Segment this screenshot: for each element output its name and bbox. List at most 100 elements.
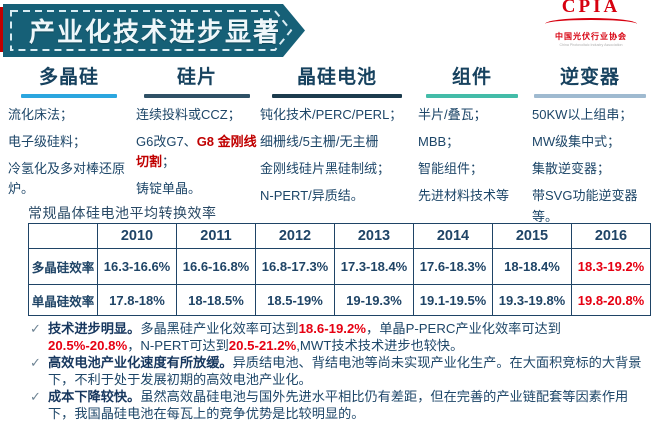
column-line-text: G6改G7、 <box>136 134 197 150</box>
efficiency-cell: 18.5-19% <box>255 284 335 316</box>
efficiency-cell-highlight: 18.3-19.2% <box>571 248 651 285</box>
column-line: MW级集中式； <box>532 134 621 150</box>
column-line: 带SVG功能逆变器等。 <box>532 188 638 224</box>
bullet-text: 成本下降较快。虽然高效晶硅电池与国外先进水平相比仍有差距，但在完善的产业链配套等… <box>48 389 644 422</box>
efficiency-cell: 16.8-17.3% <box>255 248 335 285</box>
year-header: 2011 <box>176 223 256 249</box>
column-line: 冷氢化及多对棒还原炉。 <box>8 161 126 197</box>
efficiency-cell: 19-19.3% <box>334 284 414 316</box>
logo-text: CPIA <box>561 0 621 17</box>
logo-org-name: 中国光伏行业协会 <box>555 32 627 41</box>
year-header: 2015 <box>492 223 572 249</box>
efficiency-cell: 17.6-18.3% <box>413 248 493 285</box>
efficiency-cell-highlight: 19.8-20.8% <box>571 284 651 316</box>
bullet-segment: ,MWT技术技术进步也较快。 <box>296 337 464 353</box>
bullet-segment: 虽然高效晶硅电池与国外先进水平相比仍有差距，但在完善的产业链配套等因素作用下，我… <box>48 389 629 421</box>
column-line: 连续投料或CCZ； <box>136 107 241 122</box>
column-line-text: ； <box>162 154 176 170</box>
column-underline <box>21 94 117 98</box>
column-line: N-PERT/异质结。 <box>260 188 364 204</box>
bullet-segment: ，N-PERT可达到 <box>127 337 229 353</box>
column-title: 逆变器 <box>559 67 620 88</box>
bullet-lead: 成本下降较快。 <box>48 389 141 404</box>
bullet-lead: 高效电池产业化速度有所放缓。 <box>48 355 233 370</box>
efficiency-cell: 17.8-18% <box>97 284 177 316</box>
table-header-row: 2010 2011 2012 2013 2014 2015 2016 <box>28 223 651 249</box>
column-line: 半片/叠瓦； <box>418 107 487 122</box>
bullet-item: ✓ 成本下降较快。虽然高效晶硅电池与国外先进水平相比仍有差距，但在完善的产业链配… <box>30 389 644 422</box>
efficiency-cell: 18-18.5% <box>176 284 256 316</box>
column-line: 流化床法； <box>8 107 74 122</box>
column-underline <box>426 94 518 98</box>
summary-bullets: ✓ 技术进步明显。多晶黑硅产业化效率可达到18.6-19.2%，单晶P-PERC… <box>30 321 644 423</box>
column-line: 钝化技术/PERC/PERL； <box>260 107 403 122</box>
column-line: MBB； <box>418 134 460 150</box>
bullet-text: 高效电池产业化速度有所放缓。异质结电池、背结电池等尚未实现产业化生产。在大面积竞… <box>48 355 644 388</box>
column-title: 硅片 <box>176 67 217 88</box>
column-line: 先进材料技术等 <box>418 188 510 204</box>
tech-column-cell: 晶硅电池 钝化技术/PERC/PERL； 细栅线/5主栅/无主栅 金刚线硅片黑硅… <box>260 62 414 214</box>
efficiency-cell: 16.6-16.8% <box>176 248 256 285</box>
efficiency-cell: 17.3-18.4% <box>334 248 414 285</box>
bullet-text: 技术进步明显。多晶黑硅产业化效率可达到18.6-19.2%，单晶P-PERC产业… <box>48 321 644 354</box>
check-icon: ✓ <box>30 389 41 404</box>
tech-column-inverter: 逆变器 50KW以上组串； MW级集中式； 集散逆变器； 带SVG功能逆变器等。 <box>532 62 648 234</box>
bullet-lead: 技术进步明显。 <box>48 321 141 336</box>
row-label: 单晶硅效率 <box>28 284 98 316</box>
column-line: 智能组件； <box>418 161 484 177</box>
column-line: 铸锭单晶。 <box>136 181 202 197</box>
bullet-segment: 多晶黑硅产业化效率可达到 <box>140 321 299 336</box>
bullet-segment: ，单晶P-PERC产业化效率可达到 <box>366 321 561 336</box>
column-underline <box>272 94 402 98</box>
banner-ribbon-shape <box>3 4 305 57</box>
column-line: 电子级硅料； <box>8 134 87 150</box>
year-header: 2013 <box>334 223 414 249</box>
column-underline <box>534 94 646 98</box>
column-title: 组件 <box>451 67 492 88</box>
logo-arc-icon <box>545 18 637 30</box>
efficiency-cell: 18-18.4% <box>492 248 572 285</box>
column-line: 50KW以上组串； <box>532 107 633 122</box>
logo-org-subtext: China Photovoltaic Industry Association <box>559 42 623 47</box>
tech-column-wafer: 硅片 连续投料或CCZ； G6改G7、G8 金刚线切割； 铸锭单晶。 <box>136 62 258 207</box>
column-line-highlight: G8 金刚线切割 <box>136 134 257 170</box>
efficiency-cell: 16.3-16.6% <box>97 248 177 285</box>
check-icon: ✓ <box>30 321 41 336</box>
bullet-highlight: 20.5-21.2% <box>228 337 297 353</box>
page-title: 产业化技术进步显著 <box>29 17 282 47</box>
column-body: 钝化技术/PERC/PERL； 细栅线/5主栅/无主栅 金刚线硅片黑硅制绒； N… <box>260 105 414 207</box>
efficiency-table: 2010 2011 2012 2013 2014 2015 2016 多晶硅效率… <box>28 223 651 316</box>
efficiency-cell: 19.1-19.5% <box>413 284 493 316</box>
column-title: 多晶硅 <box>38 67 99 88</box>
column-line: 金刚线硅片黑硅制绒； <box>260 161 391 177</box>
bullet-highlight: 20.5%-20.8% <box>48 337 128 353</box>
bullet-highlight: 18.6-19.2% <box>298 321 367 336</box>
year-header: 2010 <box>97 223 177 249</box>
bullet-item: ✓ 技术进步明显。多晶黑硅产业化效率可达到18.6-19.2%，单晶P-PERC… <box>30 321 644 354</box>
cpia-logo: CPIA 中国光伏行业协会 China Photovoltaic Industr… <box>539 0 643 47</box>
column-body: 流化床法； 电子级硅料； 冷氢化及多对棒还原炉。 <box>8 105 130 200</box>
column-underline <box>144 94 250 98</box>
tech-column-polysilicon: 多晶硅 流化床法； 电子级硅料； 冷氢化及多对棒还原炉。 <box>8 62 130 207</box>
column-body: 连续投料或CCZ； G6改G7、G8 金刚线切割； 铸锭单晶。 <box>136 105 258 200</box>
tech-column-module: 组件 半片/叠瓦； MBB； 智能组件； 先进材料技术等 <box>418 62 526 214</box>
column-title: 晶硅电池 <box>296 67 377 88</box>
column-line: 细栅线/5主栅/无主栅 <box>260 134 379 150</box>
year-header: 2016 <box>571 223 651 249</box>
column-line: G6改G7、G8 金刚线切割； <box>136 132 258 172</box>
check-icon: ✓ <box>30 355 41 370</box>
table-corner-cell <box>28 223 98 249</box>
bullet-item: ✓ 高效电池产业化速度有所放缓。异质结电池、背结电池等尚未实现产业化生产。在大面… <box>30 355 644 388</box>
table-title: 常规晶体硅电池平均转换效率 <box>28 205 217 221</box>
efficiency-cell: 19.3-19.8% <box>492 284 572 316</box>
header-banner: 产业化技术进步显著 <box>3 4 305 57</box>
year-header: 2012 <box>255 223 335 249</box>
year-header: 2014 <box>413 223 493 249</box>
column-body: 50KW以上组串； MW级集中式； 集散逆变器； 带SVG功能逆变器等。 <box>532 105 648 227</box>
row-label: 多晶硅效率 <box>28 248 98 285</box>
table-row-mono: 单晶硅效率 17.8-18% 18-18.5% 18.5-19% 19-19.3… <box>28 284 651 316</box>
column-line: 集散逆变器； <box>532 161 611 177</box>
column-body: 半片/叠瓦； MBB； 智能组件； 先进材料技术等 <box>418 105 526 207</box>
bullet-segment: 异质结电池、背结电池等尚未实现产业化生产。在大面积竞标的大背景下，不利于处于发展… <box>48 355 642 387</box>
